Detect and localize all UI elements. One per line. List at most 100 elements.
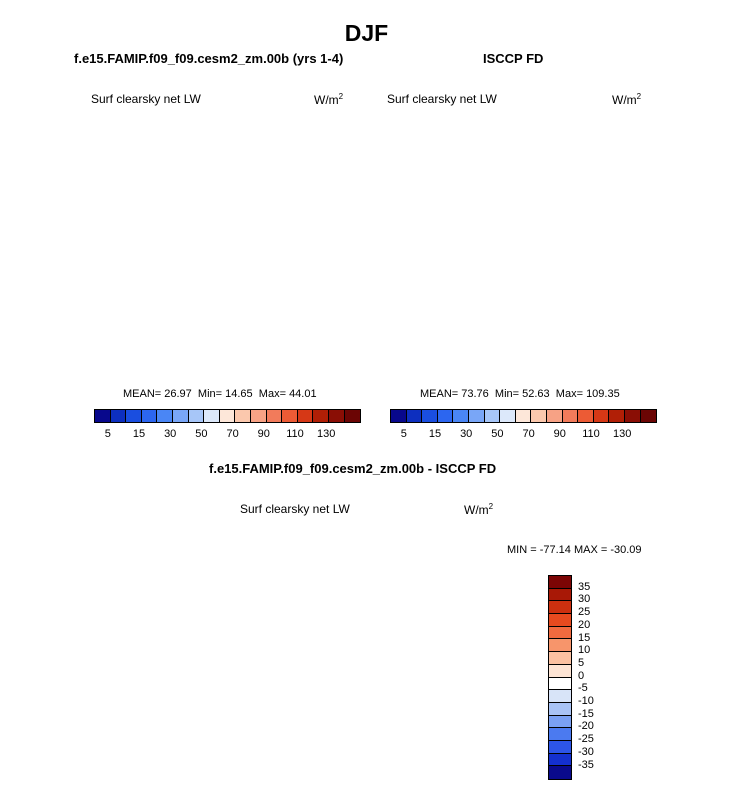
colorbar-swatch: [437, 410, 454, 422]
panel1-stats: MEAN= 26.97 Min= 14.65 Max= 44.01: [123, 388, 317, 400]
colorbar-tick-label: 110: [582, 428, 600, 440]
colorbar-swatch: [344, 410, 361, 422]
panel3-map-border: [243, 531, 491, 779]
colorbar-swatch: [328, 410, 345, 422]
colorbar-tick-label: -10: [578, 695, 594, 707]
colorbar-swatch: [549, 664, 571, 678]
colorbar-swatch: [549, 690, 571, 703]
panel1-field-band: [110, 278, 165, 305]
panel2-units: W/m2: [612, 92, 642, 107]
colorbar-swatch: [235, 410, 251, 422]
panel2-coastlines: [405, 153, 592, 316]
colorbar-tick-label: 130: [317, 428, 336, 440]
colorbar-swatch: [126, 410, 142, 422]
colorbar-swatch: [297, 410, 314, 422]
colorbar-tick-label: 5: [400, 428, 407, 440]
colorbar-swatch: [624, 410, 641, 422]
colorbar-tick-label: 90: [257, 428, 270, 440]
colorbar-swatch: [313, 410, 329, 422]
colorbar-swatch: [549, 626, 571, 640]
panel2-field-band: [515, 267, 570, 325]
panel3-variable-label: Surf clearsky net LW: [240, 502, 350, 516]
colorbar-tick-label: 130: [613, 428, 632, 440]
colorbar-tick-label: 0: [578, 669, 585, 682]
colorbar-tick-label: 70: [226, 428, 239, 440]
colorbar-swatch: [549, 588, 571, 602]
colorbar-tick-label: -20: [578, 720, 594, 733]
colorbar-tick-label: -5: [578, 682, 588, 695]
colorbar-swatch: [282, 410, 298, 422]
colorbar-swatch: [406, 410, 423, 422]
panel2-field-band: [585, 303, 609, 326]
colorbar-swatch: [549, 652, 571, 665]
colorbar-swatch: [562, 410, 579, 422]
colorbar-swatch: [549, 601, 571, 615]
panel2-map-border: [392, 128, 636, 372]
panel1-variable-label: Surf clearsky net LW: [91, 92, 201, 106]
panel3-field-band: [340, 607, 361, 620]
panel2-field-band: [468, 168, 560, 232]
colorbar-tick-label: 90: [553, 428, 566, 440]
panel2-pole: [508, 239, 520, 251]
colorbar-swatch: [549, 702, 571, 716]
panel3-stats: MIN = -77.14 MAX = -30.09: [507, 544, 642, 556]
panel2-field-band: [590, 229, 626, 275]
panel1-units: W/m2: [314, 92, 344, 107]
panel2-stats: MEAN= 73.76 Min= 52.63 Max= 109.35: [420, 388, 620, 400]
colorbar-swatch: [95, 410, 111, 422]
colorbar-swatch: [110, 410, 127, 422]
colorbar-tick-label: -15: [578, 707, 594, 720]
panel3-field-band: [427, 587, 440, 599]
panel3-coastlines: [261, 564, 448, 735]
panel2-title: ISCCP FD: [483, 51, 544, 66]
panel2-variable-label: Surf clearsky net LW: [387, 92, 497, 106]
colorbar-swatch: [549, 753, 571, 767]
colorbar-tick-label: 50: [195, 428, 208, 440]
panel3-colorbar: [548, 575, 572, 780]
colorbar-swatch: [546, 410, 563, 422]
figure-title: DJF: [344, 20, 389, 46]
colorbar-swatch: [141, 410, 158, 422]
colorbar-swatch: [204, 410, 220, 422]
colorbar-swatch: [549, 728, 571, 741]
colorbar-swatch: [468, 410, 485, 422]
panel1-field-band: [210, 276, 270, 324]
panel3-units: W/m2: [464, 502, 494, 517]
colorbar-tick-label: -30: [578, 745, 594, 758]
colorbar-swatch: [219, 410, 236, 422]
colorbar-tick-label: 15: [132, 428, 146, 440]
colorbar-tick-label: 20: [578, 618, 591, 631]
colorbar-swatch: [549, 766, 571, 779]
panel3-field-band: [464, 679, 480, 714]
colorbar-swatch: [500, 410, 516, 422]
panel1-colorbar: [94, 409, 362, 423]
colorbar-tick-label: 70: [522, 428, 535, 440]
colorbar-swatch: [188, 410, 205, 422]
colorbar-tick-label: 15: [578, 631, 591, 644]
colorbar-swatch: [515, 410, 532, 422]
panel2-colorbar-ticks: 5 15 30 50 70 90 110 130: [390, 428, 640, 442]
panel1-title: f.e15.FAMIP.f09_f09.cesm2_zm.00b (yrs 1-…: [74, 51, 344, 66]
colorbar-swatch: [250, 410, 267, 422]
panel1-field-band: [230, 139, 300, 172]
colorbar-tick-label: -25: [578, 733, 594, 746]
colorbar-tick-label: 15: [428, 428, 442, 440]
colorbar-tick-label: 50: [491, 428, 504, 440]
colorbar-tick-label: 30: [578, 593, 591, 606]
colorbar-tick-label: 10: [578, 644, 591, 657]
panel2-field-band: [393, 212, 487, 300]
colorbar-swatch: [549, 576, 571, 589]
colorbar-tick-label: 110: [286, 428, 304, 440]
colorbar-swatch: [609, 410, 625, 422]
colorbar-tick-label: 5: [104, 428, 111, 440]
panel3-pole: [360, 650, 372, 662]
colorbar-swatch: [484, 410, 501, 422]
colorbar-swatch: [266, 410, 283, 422]
colorbar-tick-label: 5: [578, 656, 585, 669]
colorbar-swatch: [422, 410, 438, 422]
panel2-field-band: [560, 140, 612, 181]
colorbar-swatch: [549, 715, 571, 729]
panel3-title: f.e15.FAMIP.f09_f09.cesm2_zm.00b - ISCCP…: [209, 461, 497, 476]
panel2-colorbar: [390, 409, 658, 423]
colorbar-swatch: [593, 410, 610, 422]
